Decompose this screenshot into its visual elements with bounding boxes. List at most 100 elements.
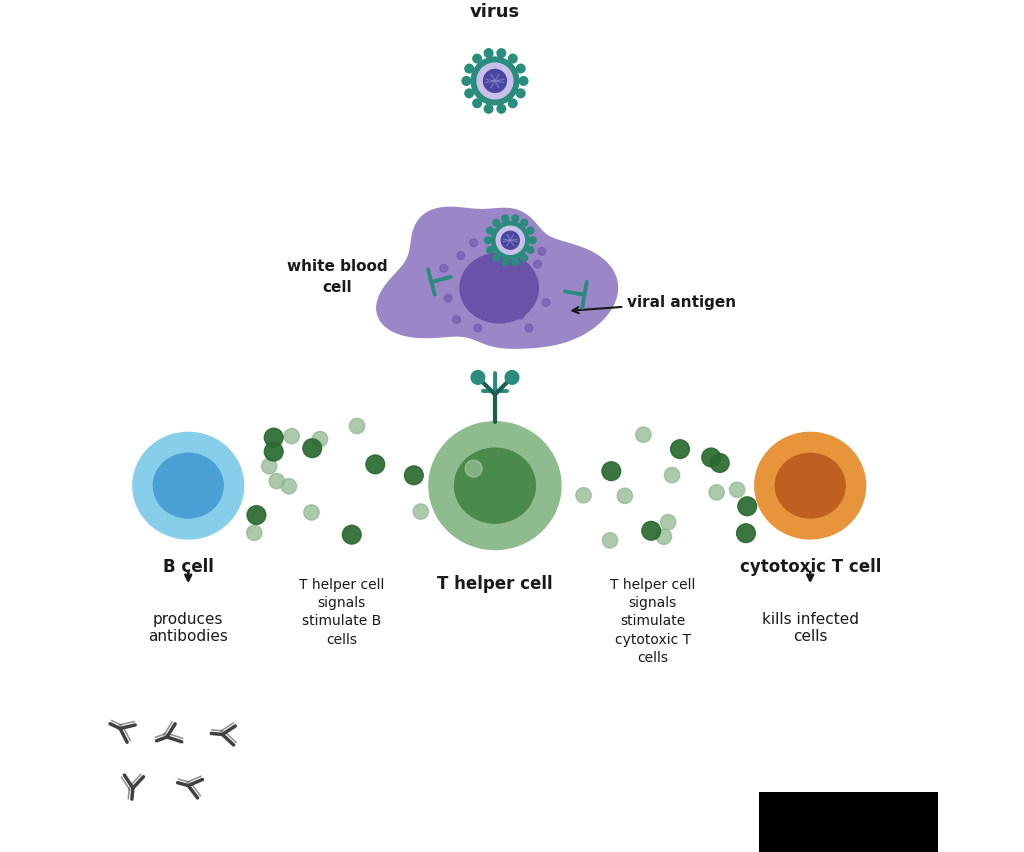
Circle shape xyxy=(483,70,507,92)
Circle shape xyxy=(636,427,651,442)
Circle shape xyxy=(512,259,519,266)
FancyBboxPatch shape xyxy=(759,792,938,852)
Circle shape xyxy=(665,468,680,483)
Circle shape xyxy=(413,504,428,519)
Text: B cell: B cell xyxy=(163,558,214,576)
Circle shape xyxy=(709,485,724,500)
Text: produces
antibodies: produces antibodies xyxy=(148,612,228,644)
Text: viral antigen: viral antigen xyxy=(572,295,736,314)
Ellipse shape xyxy=(455,448,536,523)
Circle shape xyxy=(497,226,524,254)
Circle shape xyxy=(602,462,621,481)
Circle shape xyxy=(502,259,509,266)
Circle shape xyxy=(521,255,527,262)
Circle shape xyxy=(493,219,500,226)
Circle shape xyxy=(738,497,757,515)
Ellipse shape xyxy=(429,422,561,550)
Circle shape xyxy=(525,325,532,331)
Circle shape xyxy=(527,227,534,234)
Circle shape xyxy=(471,57,519,105)
Circle shape xyxy=(671,440,689,458)
Circle shape xyxy=(509,99,517,107)
Circle shape xyxy=(497,49,506,57)
Circle shape xyxy=(462,77,471,85)
Circle shape xyxy=(471,371,484,384)
Circle shape xyxy=(477,63,513,99)
Circle shape xyxy=(505,371,519,384)
Circle shape xyxy=(484,105,493,113)
Circle shape xyxy=(247,506,266,525)
Circle shape xyxy=(497,105,506,113)
Circle shape xyxy=(736,524,756,543)
Circle shape xyxy=(492,222,529,259)
Circle shape xyxy=(484,237,492,244)
Circle shape xyxy=(284,429,299,444)
Text: T helper cell
signals
stimulate
cytotoxic T
cells: T helper cell signals stimulate cytotoxi… xyxy=(610,578,695,665)
Circle shape xyxy=(660,515,676,530)
Circle shape xyxy=(656,529,672,544)
Circle shape xyxy=(269,474,285,489)
Circle shape xyxy=(457,252,465,259)
Circle shape xyxy=(465,460,482,477)
Circle shape xyxy=(453,316,461,323)
Circle shape xyxy=(711,453,729,472)
Circle shape xyxy=(444,294,452,302)
Circle shape xyxy=(282,479,297,494)
Circle shape xyxy=(465,64,473,72)
Circle shape xyxy=(575,487,591,503)
Circle shape xyxy=(543,299,550,306)
Circle shape xyxy=(247,525,262,540)
Text: virus: virus xyxy=(470,3,520,21)
Circle shape xyxy=(512,215,519,222)
Circle shape xyxy=(502,215,509,222)
Circle shape xyxy=(484,49,493,57)
Circle shape xyxy=(493,255,500,262)
Circle shape xyxy=(312,431,328,446)
Circle shape xyxy=(516,89,525,98)
Ellipse shape xyxy=(154,453,223,518)
Circle shape xyxy=(519,77,527,85)
Circle shape xyxy=(264,442,283,461)
Ellipse shape xyxy=(133,432,244,538)
Circle shape xyxy=(470,239,477,246)
Ellipse shape xyxy=(755,432,865,538)
Ellipse shape xyxy=(775,453,845,518)
Circle shape xyxy=(516,64,525,72)
Circle shape xyxy=(527,246,534,253)
Circle shape xyxy=(502,231,519,250)
Circle shape xyxy=(617,488,633,504)
Circle shape xyxy=(486,227,494,234)
Circle shape xyxy=(465,89,473,98)
Circle shape xyxy=(538,247,546,255)
Circle shape xyxy=(303,439,322,458)
Circle shape xyxy=(264,429,283,447)
Text: white blood
cell: white blood cell xyxy=(287,259,388,295)
Circle shape xyxy=(521,219,527,226)
Text: T helper cell: T helper cell xyxy=(437,575,553,593)
Circle shape xyxy=(486,246,494,253)
Circle shape xyxy=(304,504,319,520)
Circle shape xyxy=(404,466,423,485)
Circle shape xyxy=(509,55,517,63)
Circle shape xyxy=(602,532,617,548)
Circle shape xyxy=(261,458,276,474)
Text: T helper cell
signals
stimulate B
cells: T helper cell signals stimulate B cells xyxy=(299,578,384,647)
Circle shape xyxy=(517,311,524,319)
Polygon shape xyxy=(377,207,617,348)
Text: kills infected
cells: kills infected cells xyxy=(762,612,859,644)
Circle shape xyxy=(473,99,481,107)
Circle shape xyxy=(508,234,516,242)
Circle shape xyxy=(529,237,537,244)
Circle shape xyxy=(534,261,542,268)
Circle shape xyxy=(729,482,744,498)
Circle shape xyxy=(642,521,660,540)
Circle shape xyxy=(473,55,481,63)
Circle shape xyxy=(342,526,361,544)
Circle shape xyxy=(474,325,481,331)
Text: cytotoxic T cell: cytotoxic T cell xyxy=(739,558,881,576)
Circle shape xyxy=(440,264,447,272)
Circle shape xyxy=(349,418,365,434)
Ellipse shape xyxy=(460,253,539,323)
Circle shape xyxy=(366,455,385,474)
Circle shape xyxy=(701,448,721,467)
